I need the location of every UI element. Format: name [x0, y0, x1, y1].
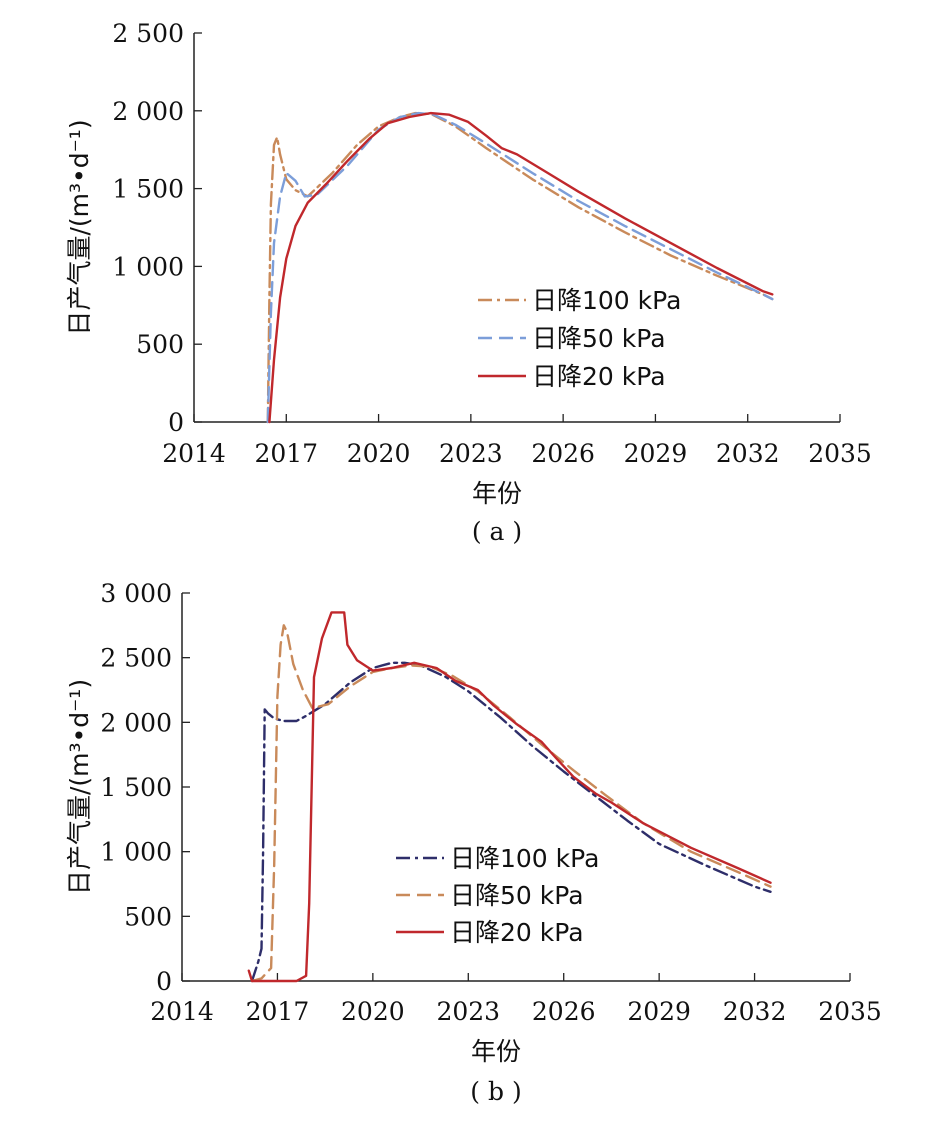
y-tick-label: 2 000	[100, 708, 172, 737]
series-line-2	[250, 624, 772, 983]
x-tick-label: 2026	[532, 997, 596, 1026]
chart-panel-a: 2014 2017 2020 2023 2026 2029 2032 2035 0 500 1 00…	[65, 19, 872, 546]
x-tick-label: 2026	[531, 439, 595, 468]
y-tick-label: 2 500	[100, 644, 172, 673]
x-tick-label: 2035	[818, 997, 882, 1026]
x-tick-label: 2029	[627, 997, 691, 1026]
x-tick-label: 2029	[624, 439, 688, 468]
x-tick-label: 2014	[162, 439, 226, 468]
series-line-1	[250, 661, 772, 983]
panel-label: ( a )	[472, 517, 522, 546]
x-tick-label: 2032	[723, 997, 787, 1026]
y-tick-label: 500	[136, 330, 184, 359]
y-tick-label: 0	[168, 408, 184, 437]
y-tick-label: 1 500	[112, 175, 184, 204]
x-tick-label: 2023	[436, 997, 500, 1026]
legend: 日降100 kPa 日降50 kPa 日降20 kPa	[478, 286, 681, 391]
x-tick-label: 2014	[150, 997, 214, 1026]
y-tick-label: 3 000	[100, 579, 172, 608]
panel-label: ( b )	[470, 1077, 521, 1106]
x-tick-label: 2020	[347, 439, 411, 468]
series-line-2	[266, 111, 774, 424]
legend-label: 日降50 kPa	[450, 881, 584, 910]
x-axis-title: 年份	[472, 479, 522, 508]
chart-panel-b: 2014 2017 2020 2023 2026 2029 2032 2035 0 500 1 00…	[65, 579, 882, 1106]
y-tick-label: 1 500	[100, 773, 172, 802]
series-line-3	[247, 611, 772, 983]
x-tick-label: 2032	[716, 439, 780, 468]
x-tick-label: 2017	[246, 997, 310, 1026]
x-tick-label: 2023	[439, 439, 503, 468]
legend-label: 日降20 kPa	[450, 918, 584, 947]
y-axis-title: 日产气量/(m³•d⁻¹)	[65, 119, 94, 335]
x-tick-label: 2020	[341, 997, 405, 1026]
x-tick-label: 2035	[808, 439, 872, 468]
legend-label: 日降100 kPa	[532, 286, 681, 315]
y-tick-label: 0	[156, 967, 172, 996]
y-tick-label: 500	[124, 902, 172, 931]
y-tick-label: 2 000	[112, 97, 184, 126]
legend: 日降100 kPa 日降50 kPa 日降20 kPa	[396, 844, 599, 947]
legend-label: 日降20 kPa	[532, 362, 666, 391]
x-tick-label: 2017	[254, 439, 318, 468]
series-line-3	[268, 111, 774, 424]
y-tick-label: 1 000	[100, 838, 172, 867]
x-axis-title: 年份	[471, 1037, 521, 1066]
y-axis-title: 日产气量/(m³•d⁻¹)	[65, 679, 94, 895]
legend-label: 日降50 kPa	[532, 324, 666, 353]
y-tick-label: 1 000	[112, 252, 184, 281]
y-tick-label: 2 500	[112, 19, 184, 48]
legend-label: 日降100 kPa	[450, 844, 599, 873]
